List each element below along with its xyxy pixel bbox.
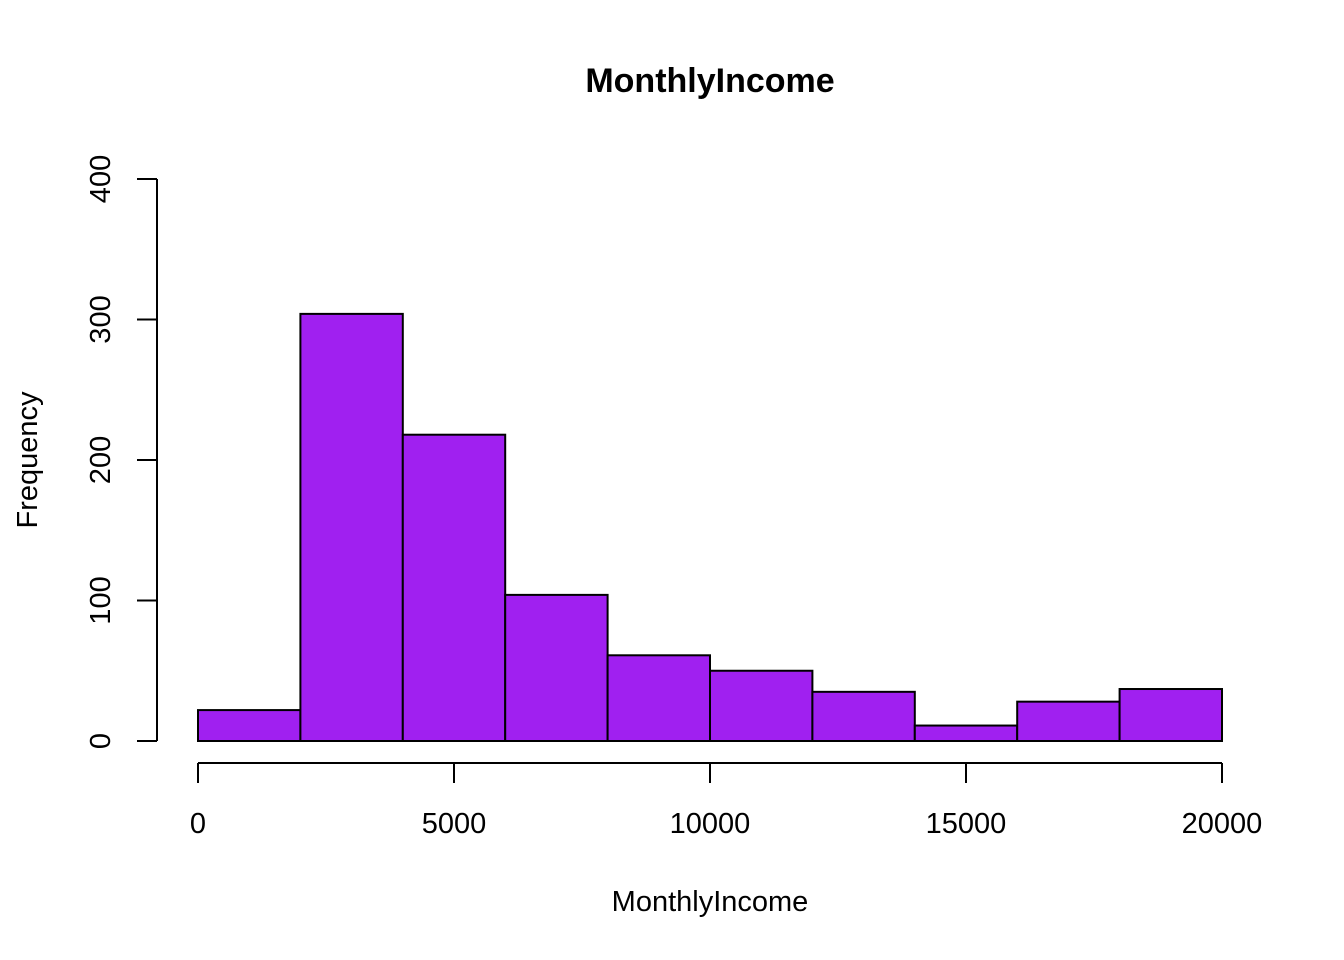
x-tick-label-15000: 15000 (926, 808, 1007, 840)
histogram-bar-9 (1118, 688, 1223, 743)
y-tick-label-300: 300 (85, 295, 117, 343)
x-axis: 0 5000 10000 15000 20000 (190, 762, 1263, 840)
y-axis: 0 100 200 300 400 (85, 155, 158, 749)
y-tick-label-100: 100 (85, 576, 117, 624)
y-tick-label-200: 200 (85, 436, 117, 484)
histogram-bar-7 (913, 724, 1019, 742)
histogram-bar-0 (197, 709, 302, 743)
histogram-bar-8 (1016, 700, 1121, 742)
x-tick-label-10000: 10000 (670, 808, 751, 840)
x-axis-label: MonthlyIncome (612, 886, 809, 918)
chart-title: MonthlyIncome (585, 62, 834, 100)
x-tick-label-20000: 20000 (1182, 808, 1263, 840)
y-axis-label: Frequency (12, 391, 44, 529)
x-tick-label-5000: 5000 (422, 808, 487, 840)
y-tick-label-400: 400 (85, 155, 117, 203)
histogram-bar-4 (606, 654, 711, 742)
histogram-bar-3 (504, 593, 609, 742)
histogram-bar-2 (401, 433, 507, 742)
x-tick-label-0: 0 (190, 808, 206, 840)
histogram-bar-5 (709, 669, 814, 742)
y-tick-label-0: 0 (85, 733, 117, 749)
histogram-bar-1 (299, 312, 404, 742)
bars-group (197, 312, 1223, 743)
histogram-bar-6 (811, 690, 916, 743)
